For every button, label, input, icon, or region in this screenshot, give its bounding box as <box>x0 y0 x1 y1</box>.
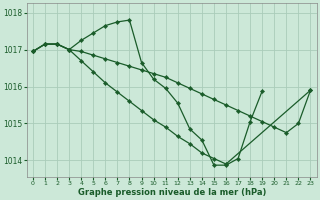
X-axis label: Graphe pression niveau de la mer (hPa): Graphe pression niveau de la mer (hPa) <box>77 188 266 197</box>
